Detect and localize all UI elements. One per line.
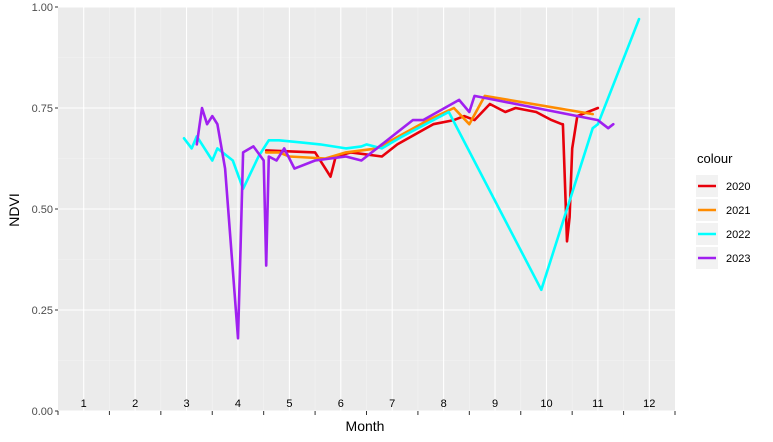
- month-label: 6: [338, 398, 344, 410]
- series-line-2020: [264, 102, 600, 243]
- x-axis: [57, 411, 676, 415]
- y-tick-label: 0.25: [32, 305, 53, 317]
- y-tick-label: 0.50: [32, 204, 53, 216]
- x-axis-title: Month: [346, 418, 385, 434]
- month-label: 1: [81, 398, 87, 410]
- legend-title: colour: [697, 151, 733, 166]
- month-label: 8: [441, 398, 447, 410]
- month-label: 7: [389, 398, 395, 410]
- y-tick-label: 1.00: [32, 2, 53, 14]
- y-axis-title: NDVI: [6, 193, 22, 226]
- y-tick-label: 0.00: [32, 406, 53, 418]
- month-label: 3: [183, 398, 189, 410]
- month-labels: 1 2 3 4 5 6 7 8 9 10 11 12: [81, 398, 656, 410]
- legend-label-2020: 2020: [726, 181, 750, 193]
- month-label: 11: [592, 398, 603, 410]
- legend-label-2023: 2023: [726, 253, 750, 265]
- month-label: 5: [286, 398, 292, 410]
- legend: colour 2020 2021 2022 2023: [696, 151, 750, 269]
- month-label: 12: [643, 398, 655, 410]
- y-tick-label: 0.75: [32, 103, 53, 115]
- month-label: 9: [492, 398, 498, 410]
- month-label: 4: [235, 398, 241, 410]
- month-label: 10: [540, 398, 552, 410]
- legend-label-2021: 2021: [726, 205, 750, 217]
- month-label: 2: [132, 398, 138, 410]
- series-line-2022: [182, 17, 641, 292]
- legend-items: 2020 2021 2022 2023: [696, 175, 750, 269]
- series-lines: [182, 17, 641, 340]
- legend-label-2022: 2022: [726, 229, 750, 241]
- y-axis: 0.00 0.25 0.50 0.75 1.00: [32, 2, 58, 418]
- series-line-2023: [195, 94, 615, 340]
